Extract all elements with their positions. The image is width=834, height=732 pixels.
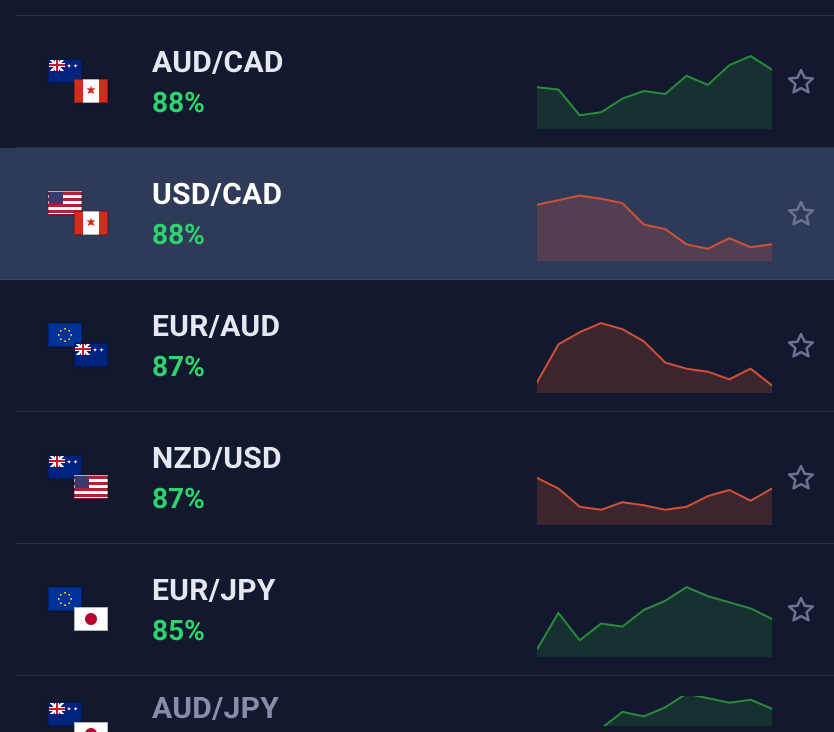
- flag-quote-icon: [74, 343, 108, 367]
- payout-percent: 88%: [152, 218, 282, 251]
- flag-pair: [48, 319, 112, 373]
- sparkline: [537, 581, 772, 657]
- flag-quote-icon: [74, 607, 108, 631]
- pair-info: NZD/USD 87%: [152, 441, 282, 515]
- pair-label: AUD/JPY: [152, 691, 279, 726]
- flag-pair: [48, 583, 112, 637]
- pair-info: EUR/AUD 87%: [152, 309, 280, 383]
- flag-quote-icon: [74, 211, 108, 235]
- flag-pair: [48, 55, 112, 109]
- flag-pair: [48, 187, 112, 241]
- pair-info: USD/CAD 88%: [152, 177, 282, 251]
- pair-label: AUD/CAD: [152, 45, 284, 80]
- pair-label: NZD/USD: [152, 441, 282, 476]
- pair-row[interactable]: NZD/USD 87%: [16, 412, 834, 544]
- currency-pair-list: AUD/CAD 88% USD/CAD 88% EUR/AUD 87% NZD/USD…: [0, 0, 834, 726]
- flag-quote-icon: [74, 79, 108, 103]
- payout-percent: 85%: [152, 614, 276, 647]
- pair-label: EUR/AUD: [152, 309, 280, 344]
- sparkline: [537, 185, 772, 261]
- payout-percent: 87%: [152, 482, 282, 515]
- pair-info: AUD/CAD 88%: [152, 45, 284, 119]
- sparkline: [537, 696, 772, 726]
- pair-label: USD/CAD: [152, 177, 282, 212]
- sparkline: [537, 449, 772, 525]
- pair-row[interactable]: USD/CAD 88%: [0, 148, 834, 280]
- sparkline: [537, 317, 772, 393]
- flag-quote-icon: [74, 722, 108, 732]
- payout-percent: 87%: [152, 350, 280, 383]
- flag-pair: [48, 698, 112, 732]
- pair-row[interactable]: EUR/AUD 87%: [16, 280, 834, 412]
- sparkline: [537, 53, 772, 129]
- flag-quote-icon: [74, 475, 108, 499]
- favorite-star-icon[interactable]: [784, 329, 818, 363]
- pair-label: EUR/JPY: [152, 573, 276, 608]
- favorite-star-icon[interactable]: [784, 461, 818, 495]
- pair-row[interactable]: AUD/CAD 88%: [16, 16, 834, 148]
- pair-info: EUR/JPY 85%: [152, 573, 276, 647]
- top-divider: [16, 0, 834, 16]
- favorite-star-icon[interactable]: [784, 65, 818, 99]
- pair-row[interactable]: AUD/JPY: [16, 676, 834, 726]
- favorite-star-icon[interactable]: [784, 197, 818, 231]
- favorite-star-icon[interactable]: [784, 593, 818, 627]
- pair-row[interactable]: EUR/JPY 85%: [16, 544, 834, 676]
- pair-info: AUD/JPY: [152, 691, 279, 726]
- payout-percent: 88%: [152, 86, 284, 119]
- flag-pair: [48, 451, 112, 505]
